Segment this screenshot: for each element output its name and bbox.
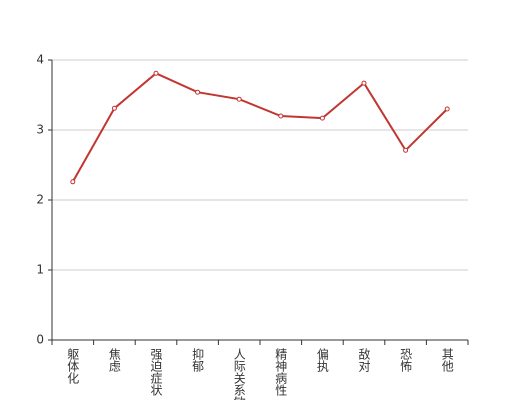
point	[236, 96, 242, 102]
x-tick-label: 敌对	[357, 347, 371, 372]
point	[319, 115, 325, 121]
point	[70, 179, 76, 185]
point	[278, 113, 284, 119]
point	[403, 147, 409, 153]
line	[71, 72, 448, 183]
point	[195, 89, 201, 95]
y-tick-label: 1	[36, 263, 44, 277]
x-tick-label: 躯体化	[66, 347, 80, 385]
x-tick-label: 人际关系敏感	[232, 348, 246, 400]
point	[153, 70, 159, 76]
point	[111, 105, 117, 111]
x-tick-label: 强迫症状	[149, 348, 163, 396]
x-tick-label: 其他	[440, 348, 454, 372]
point	[361, 80, 367, 86]
x-tick-label: 焦虑	[107, 348, 121, 372]
x-tick-label: 抑郁	[191, 347, 205, 373]
y-tick-label: 2	[36, 193, 44, 207]
x-tick-label: 恐怖	[399, 348, 413, 372]
y-tick-label: 3	[36, 123, 44, 137]
x-tick-label: 偏执	[315, 347, 329, 373]
point	[444, 106, 450, 112]
x-tick-label: 精神病性	[274, 348, 288, 397]
y-tick-label: 4	[36, 53, 44, 67]
y-tick-label: 0	[36, 333, 44, 347]
